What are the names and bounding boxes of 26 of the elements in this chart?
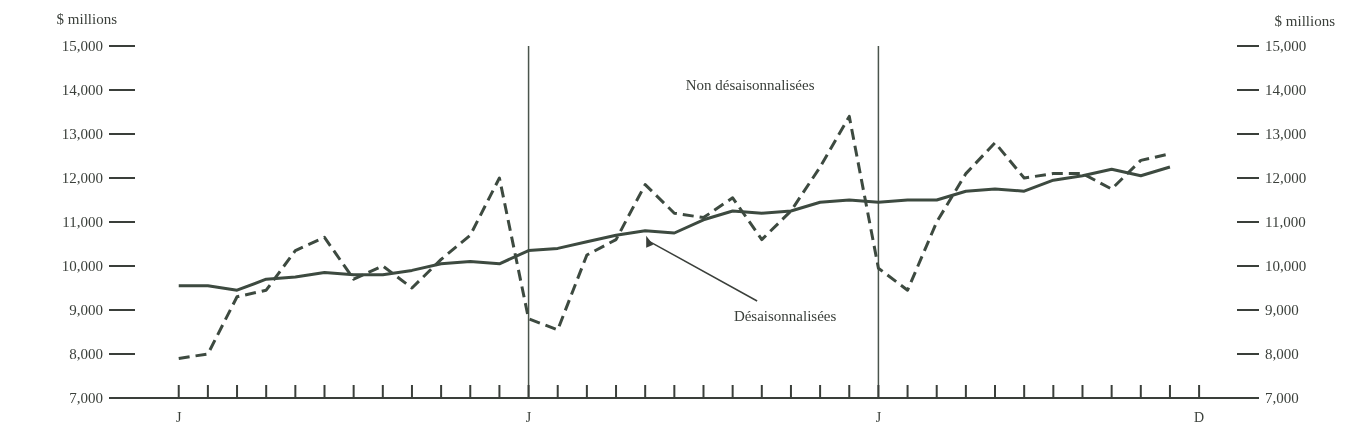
text: Non désaisonnalisées: [685, 77, 815, 93]
y2-tick-label: 9,000: [1265, 302, 1299, 319]
y-tick-label: 10,000: [61, 258, 103, 275]
y2-axis-title: $ millions: [1274, 13, 1336, 29]
y2-tick-label: 13,000: [1265, 126, 1307, 143]
y-tick-label: 13,000: [61, 126, 103, 143]
y-tick-label: 8,000: [69, 346, 103, 363]
y2-tick-label: 15,000: [1265, 38, 1307, 55]
y-tick-label: 15,000: [61, 38, 103, 55]
y2-tick-label: 11,000: [1265, 214, 1306, 231]
y-tick-label: 11,000: [62, 214, 103, 231]
y2-tick-label: 12,000: [1265, 170, 1307, 187]
y-axis-title: $ millions: [56, 11, 118, 27]
y2-tick-label: 10,000: [1265, 258, 1307, 275]
x-tick-label: D: [1194, 409, 1205, 425]
y-tick-label: 7,000: [69, 390, 103, 407]
text: Désaisonnalisées: [733, 308, 837, 324]
y2-tick-label: 8,000: [1265, 346, 1299, 363]
y2-tick-label: 7,000: [1265, 390, 1299, 407]
y2-tick-label: 14,000: [1265, 82, 1307, 99]
y-tick-label: 9,000: [69, 302, 103, 319]
x-tick-label: J: [525, 409, 532, 425]
x-tick-label: J: [875, 409, 882, 425]
y-tick-label: 14,000: [61, 82, 103, 99]
x-tick-label: J: [176, 409, 182, 425]
y-tick-label: 12,000: [61, 170, 103, 187]
